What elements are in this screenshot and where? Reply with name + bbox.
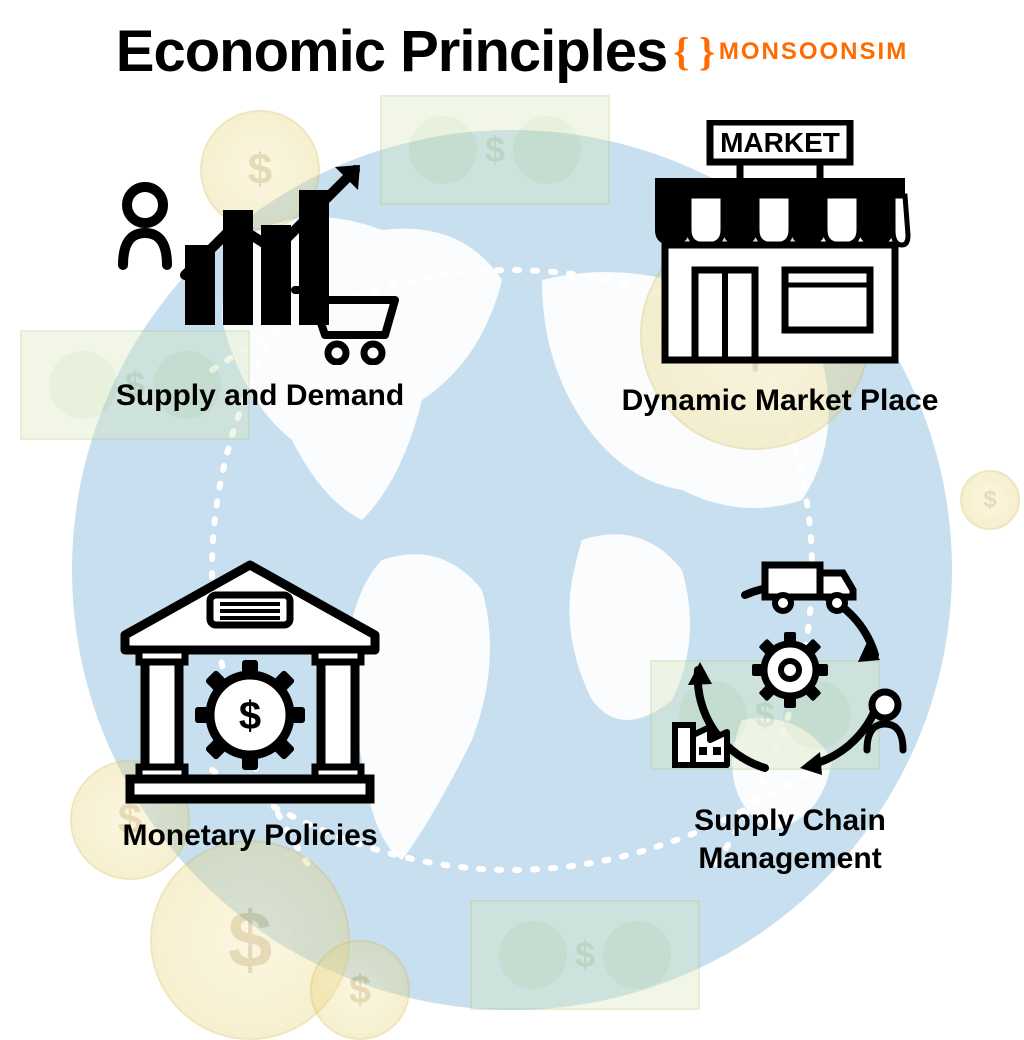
bank-dollar-icon: $ (115, 555, 385, 805)
coin-decoration-icon: $ (310, 940, 410, 1040)
bill-decoration-icon: $ (470, 900, 700, 1010)
coin-decoration-icon: $ (960, 470, 1020, 530)
market-store-icon: MARKET (640, 120, 920, 370)
brand-logo: { } MONSOONSIM (673, 28, 908, 75)
quad-monetary: $ Monetary Policies (80, 555, 420, 855)
dynamic-market-label: Dynamic Market Place (622, 382, 939, 420)
quad-supply-demand: Supply and Demand (90, 155, 430, 415)
supply-chain-label: Supply Chain Management (610, 802, 970, 877)
supply-chain-cycle-icon (650, 540, 930, 790)
brand-name: MONSOONSIM (719, 38, 908, 66)
quad-dynamic-market: MARKET Dynami (590, 120, 970, 420)
market-sign-text: MARKET (720, 127, 840, 158)
chart-cart-person-icon (115, 155, 405, 365)
svg-text:$: $ (239, 694, 261, 738)
quad-supply-chain: Supply Chain Management (610, 540, 970, 877)
monetary-label: Monetary Policies (122, 817, 377, 855)
supply-demand-label: Supply and Demand (116, 377, 404, 415)
page-title: Economic Principles (116, 18, 668, 85)
header: Economic Principles { } MONSOONSIM (0, 18, 1024, 85)
brand-brace-icon: { } (673, 28, 715, 75)
